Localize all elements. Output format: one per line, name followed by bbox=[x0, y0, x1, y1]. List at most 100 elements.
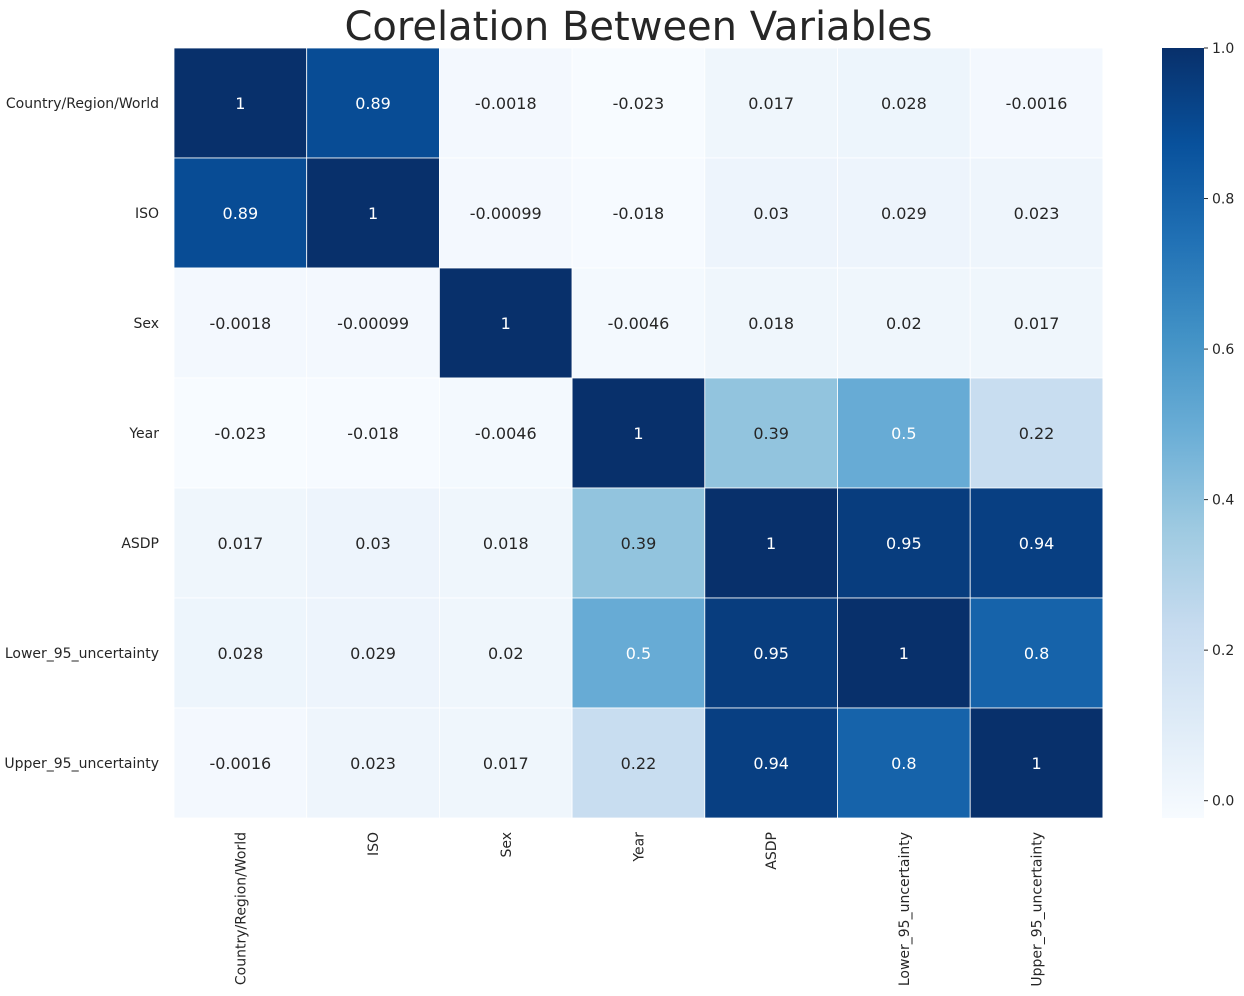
heatmap-cell bbox=[438, 597, 573, 709]
heatmap-cell bbox=[173, 267, 308, 379]
heatmap-cell bbox=[571, 377, 706, 489]
row-label: Country/Region/World bbox=[6, 96, 159, 112]
cell-annotation: -0.0016 bbox=[1006, 94, 1068, 113]
cell-annotation: 0.023 bbox=[1014, 204, 1060, 223]
heatmap-cell bbox=[969, 487, 1104, 599]
cell-annotation: 0.02 bbox=[488, 644, 524, 663]
cell-annotation: 1 bbox=[633, 424, 643, 443]
cell-annotation: 0.028 bbox=[881, 94, 927, 113]
cell-annotation: -0.0046 bbox=[608, 314, 670, 333]
cell-annotation: 0.89 bbox=[355, 94, 391, 113]
cell-annotation: 0.03 bbox=[753, 204, 789, 223]
heatmap-cell bbox=[704, 267, 838, 379]
cell-annotation: 0.03 bbox=[355, 534, 391, 553]
heatmap-cell bbox=[173, 377, 308, 489]
column-label: Country/Region/World bbox=[233, 832, 249, 985]
row-label: Year bbox=[128, 426, 159, 442]
row-label: Sex bbox=[133, 316, 159, 332]
heatmap-cell bbox=[704, 157, 838, 269]
heatmap-cell bbox=[969, 707, 1104, 819]
colorbar-tick-label: 0.8 bbox=[1212, 192, 1234, 208]
cell-annotation: 0.39 bbox=[621, 534, 657, 553]
colorbar-tick-label: 0.2 bbox=[1212, 643, 1234, 659]
cell-annotation: 0.029 bbox=[881, 204, 927, 223]
cell-annotation: 0.028 bbox=[217, 644, 263, 663]
cell-annotation: -0.023 bbox=[215, 424, 267, 443]
heatmap-cell bbox=[969, 267, 1104, 379]
heatmap-cell bbox=[438, 487, 573, 599]
heatmap-cell bbox=[173, 707, 308, 819]
heatmap-cell bbox=[969, 377, 1104, 489]
cell-annotation: -0.018 bbox=[613, 204, 665, 223]
cell-annotation: 0.02 bbox=[886, 314, 922, 333]
heatmap-cell bbox=[969, 157, 1104, 269]
cell-annotation: 0.017 bbox=[483, 754, 529, 773]
cell-annotation: 0.018 bbox=[748, 314, 794, 333]
colorbar-tick-label: 0.4 bbox=[1212, 493, 1234, 509]
cell-annotation: -0.00099 bbox=[470, 204, 542, 223]
row-label: Upper_95_uncertainty bbox=[4, 756, 159, 772]
cell-annotation: 0.029 bbox=[350, 644, 396, 663]
heatmap-cell bbox=[438, 267, 573, 379]
heatmap-cell bbox=[438, 47, 573, 159]
cell-annotation: 0.89 bbox=[223, 204, 259, 223]
cell-annotation: 0.017 bbox=[748, 94, 794, 113]
heatmap-cell bbox=[306, 47, 440, 159]
cell-annotation: 0.94 bbox=[753, 754, 789, 773]
cell-annotation: 0.018 bbox=[483, 534, 529, 553]
heatmap-cell bbox=[306, 267, 440, 379]
heatmap-cell bbox=[571, 47, 706, 159]
cell-annotation: -0.0046 bbox=[475, 424, 537, 443]
cell-annotation: 1 bbox=[766, 534, 776, 553]
colorbar-tick-label: 0.0 bbox=[1212, 794, 1234, 810]
heatmap-cell bbox=[306, 707, 440, 819]
cell-annotation: 0.95 bbox=[886, 534, 922, 553]
heatmap-cell bbox=[571, 707, 706, 819]
heatmap-cell bbox=[173, 487, 308, 599]
heatmap-cell bbox=[969, 47, 1104, 159]
cell-annotation: 0.8 bbox=[1024, 644, 1049, 663]
cell-annotation: 0.8 bbox=[891, 754, 916, 773]
row-label: ISO bbox=[135, 206, 159, 222]
heatmap-cell bbox=[173, 597, 308, 709]
row-label: Lower_95_uncertainty bbox=[5, 646, 159, 662]
heatmap-cell bbox=[837, 267, 971, 379]
column-label: Sex bbox=[499, 832, 515, 858]
cell-annotation: -0.0016 bbox=[209, 754, 271, 773]
cell-annotation: 0.22 bbox=[621, 754, 657, 773]
heatmap-cell bbox=[704, 47, 838, 159]
column-label: Lower_95_uncertainty bbox=[897, 832, 913, 986]
heatmap-cell bbox=[837, 487, 971, 599]
cell-annotation: 0.5 bbox=[626, 644, 651, 663]
row-label: ASDP bbox=[121, 536, 159, 552]
cell-annotation: 0.017 bbox=[1014, 314, 1060, 333]
cell-annotation: 0.95 bbox=[753, 644, 789, 663]
cell-annotation: 1 bbox=[368, 204, 378, 223]
cell-annotation: 0.39 bbox=[753, 424, 789, 443]
heatmap-cell bbox=[306, 377, 440, 489]
heatmap-cell bbox=[571, 597, 706, 709]
cell-annotation: 0.22 bbox=[1019, 424, 1055, 443]
colorbar-tick-label: 0.6 bbox=[1212, 342, 1234, 358]
cell-annotation: 0.017 bbox=[217, 534, 263, 553]
column-label: Upper_95_uncertainty bbox=[1030, 832, 1046, 987]
cell-annotation: -0.018 bbox=[347, 424, 399, 443]
heatmap-cell bbox=[704, 597, 838, 709]
colorbar-tick-label: 1.0 bbox=[1212, 41, 1234, 57]
chart-title: Corelation Between Variables bbox=[344, 4, 933, 50]
column-label: ASDP bbox=[764, 832, 780, 870]
cell-annotation: 0.5 bbox=[891, 424, 916, 443]
colorbar bbox=[1162, 48, 1204, 818]
heatmap-cell bbox=[837, 377, 971, 489]
heatmap-cell bbox=[704, 707, 838, 819]
cell-annotation: 1 bbox=[1031, 754, 1041, 773]
cell-annotation: 1 bbox=[235, 94, 245, 113]
heatmap-cell bbox=[173, 157, 308, 269]
column-label: Year bbox=[631, 832, 647, 863]
cell-annotation: -0.00099 bbox=[337, 314, 409, 333]
cell-annotation: 1 bbox=[501, 314, 511, 333]
cell-annotation: -0.023 bbox=[613, 94, 665, 113]
heatmap-cell bbox=[837, 47, 971, 159]
